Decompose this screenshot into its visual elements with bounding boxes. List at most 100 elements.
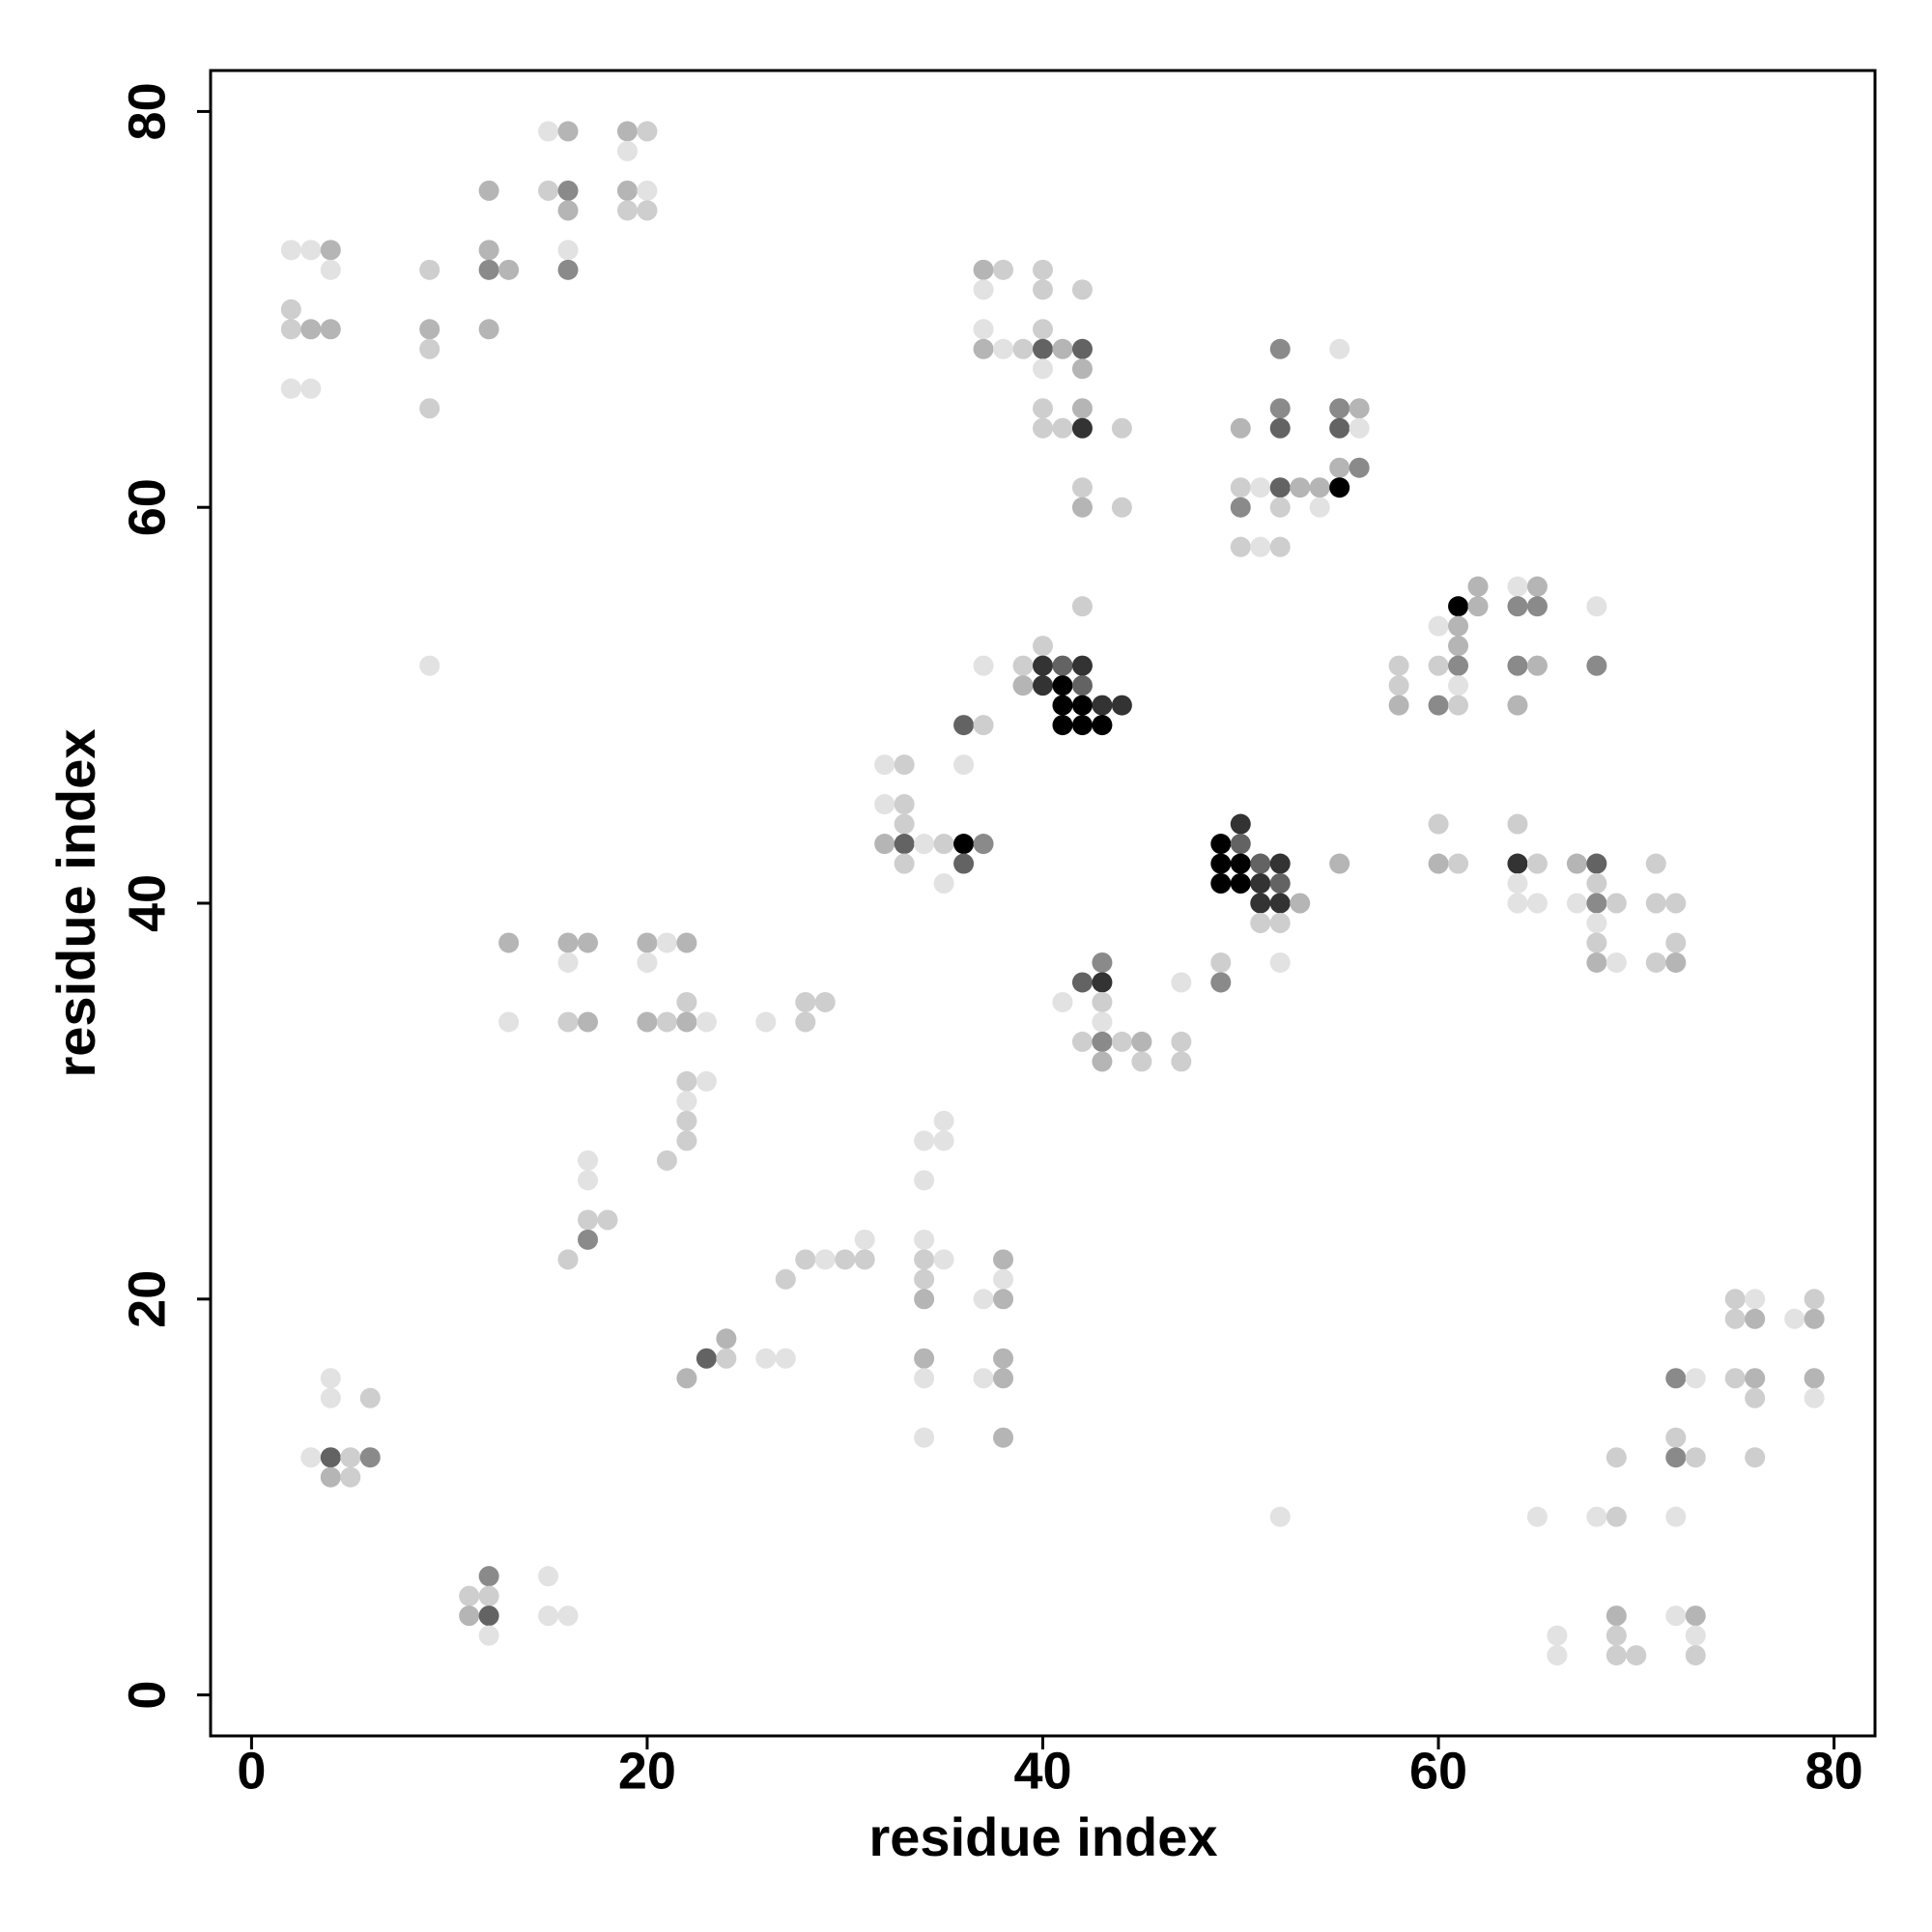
contact-point bbox=[1071, 417, 1093, 439]
contact-point bbox=[1586, 893, 1607, 914]
contact-point bbox=[1071, 715, 1093, 736]
contact-point bbox=[914, 1289, 935, 1310]
contact-point bbox=[795, 991, 816, 1012]
contact-point bbox=[1507, 893, 1528, 914]
contact-point bbox=[1111, 497, 1132, 518]
contact-point bbox=[320, 1368, 341, 1389]
contact-point bbox=[1784, 1308, 1805, 1329]
contact-point bbox=[1605, 1645, 1627, 1666]
y-tick-label: 60 bbox=[118, 478, 176, 536]
contact-point bbox=[1586, 1506, 1607, 1527]
contact-point bbox=[478, 1605, 499, 1627]
contact-point bbox=[894, 794, 915, 815]
contact-point bbox=[1171, 972, 1192, 993]
contact-point bbox=[1230, 477, 1251, 498]
contact-point bbox=[1071, 477, 1093, 498]
contact-point bbox=[557, 259, 579, 280]
contact-point bbox=[280, 240, 301, 261]
contact-point bbox=[459, 1585, 480, 1606]
contact-point bbox=[795, 1249, 816, 1270]
contact-point bbox=[1685, 1447, 1706, 1468]
contact-point bbox=[538, 1566, 559, 1587]
contact-point bbox=[914, 1170, 935, 1191]
contact-point bbox=[1033, 675, 1053, 696]
contact-point bbox=[557, 121, 579, 142]
contact-point bbox=[578, 932, 599, 953]
contact-point bbox=[637, 932, 658, 953]
contact-point bbox=[320, 240, 341, 261]
contact-point bbox=[1309, 497, 1330, 518]
contact-point bbox=[1586, 952, 1607, 973]
contact-point bbox=[1210, 834, 1232, 855]
contact-point bbox=[1665, 932, 1687, 953]
contact-point bbox=[1250, 477, 1271, 498]
contact-point bbox=[1329, 853, 1350, 874]
contact-point bbox=[538, 121, 559, 142]
contact-point bbox=[1131, 1031, 1152, 1052]
contact-point bbox=[835, 1249, 856, 1270]
contact-point bbox=[1052, 417, 1073, 439]
contact-point bbox=[1071, 358, 1093, 380]
contact-point bbox=[1092, 1031, 1113, 1052]
contact-point bbox=[1665, 1506, 1687, 1527]
contact-point bbox=[1052, 695, 1073, 716]
contact-point bbox=[359, 1447, 381, 1468]
contact-point bbox=[1586, 655, 1607, 676]
contact-point bbox=[1665, 1368, 1687, 1389]
contact-point bbox=[1092, 695, 1113, 716]
contact-point bbox=[419, 319, 440, 340]
contact-point bbox=[280, 298, 301, 320]
contact-point bbox=[1526, 1506, 1548, 1527]
contact-point bbox=[814, 991, 836, 1012]
x-tick-label: 0 bbox=[237, 1742, 266, 1800]
contact-point bbox=[1566, 893, 1587, 914]
contact-point bbox=[557, 180, 579, 201]
contact-point bbox=[795, 1011, 816, 1033]
contact-point bbox=[696, 1348, 717, 1369]
contact-point bbox=[1012, 655, 1034, 676]
contact-point bbox=[1210, 853, 1232, 874]
contact-point bbox=[1269, 398, 1291, 419]
contact-point bbox=[1428, 615, 1449, 637]
contact-point bbox=[578, 1209, 599, 1231]
contact-point bbox=[1547, 1645, 1568, 1666]
contact-point bbox=[1448, 853, 1469, 874]
contact-point bbox=[557, 932, 579, 953]
contact-point bbox=[1329, 417, 1350, 439]
contact-point bbox=[894, 754, 915, 776]
contact-point bbox=[1071, 675, 1093, 696]
contact-point bbox=[1210, 972, 1232, 993]
contact-point bbox=[1269, 853, 1291, 874]
contact-point bbox=[1033, 279, 1053, 300]
contact-point bbox=[676, 1130, 697, 1151]
contact-point bbox=[1171, 1031, 1192, 1052]
contact-point bbox=[1329, 338, 1350, 359]
contact-point bbox=[1605, 1447, 1627, 1468]
contact-point bbox=[1250, 853, 1271, 874]
contact-point bbox=[300, 319, 322, 340]
contact-point bbox=[993, 338, 1014, 359]
contact-point bbox=[1349, 457, 1370, 478]
contact-point bbox=[1526, 893, 1548, 914]
contact-point bbox=[1230, 497, 1251, 518]
contact-point bbox=[914, 834, 935, 855]
contact-point bbox=[1071, 279, 1093, 300]
contact-point bbox=[1724, 1308, 1746, 1329]
contact-point bbox=[874, 754, 895, 776]
contact-point bbox=[616, 200, 638, 221]
contact-point bbox=[716, 1328, 737, 1350]
contact-point bbox=[538, 1605, 559, 1627]
contact-point bbox=[1269, 477, 1291, 498]
contact-point bbox=[1428, 813, 1449, 835]
contact-point bbox=[914, 1268, 935, 1290]
contact-point bbox=[894, 853, 915, 874]
contact-point bbox=[874, 794, 895, 815]
contact-point bbox=[1269, 536, 1291, 557]
contact-point bbox=[1033, 358, 1053, 380]
contact-point bbox=[1745, 1447, 1766, 1468]
contact-point bbox=[478, 1585, 499, 1606]
contact-point bbox=[1388, 655, 1409, 676]
contact-point bbox=[656, 1011, 677, 1033]
contact-point bbox=[993, 1348, 1014, 1369]
contact-point bbox=[1092, 1011, 1113, 1033]
